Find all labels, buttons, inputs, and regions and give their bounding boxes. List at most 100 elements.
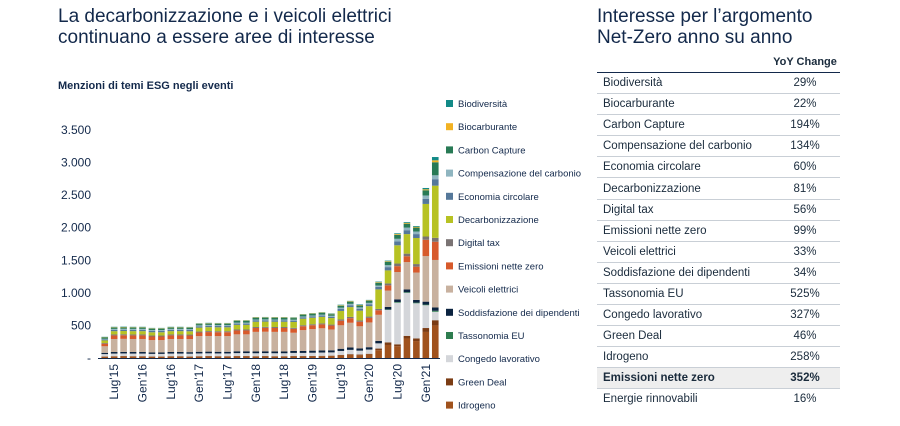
bar-segment [186, 331, 194, 335]
bar-segment [110, 338, 118, 353]
bar-segment [271, 331, 279, 352]
bar-segment [271, 319, 279, 321]
bar-segment [101, 338, 109, 340]
bar-segment [356, 321, 364, 327]
row-label: Compensazione del carbonio [597, 135, 770, 158]
bar-segment [158, 330, 165, 333]
legend-label: Biodiversità [458, 99, 508, 110]
bar-segment [280, 356, 288, 358]
bar-segment [224, 353, 231, 357]
bar-segment [337, 319, 345, 321]
bar-segment [431, 185, 439, 238]
bar-segment [176, 327, 184, 329]
bar-segment [413, 226, 420, 228]
bar-segment [205, 324, 212, 326]
bar-segment [214, 356, 222, 358]
bar-segment [365, 300, 373, 301]
bar-segment [205, 353, 212, 357]
legend-label: Veicoli elettrici [458, 285, 518, 296]
bar-segment [318, 316, 326, 324]
bar-segment [205, 327, 212, 332]
legend-label: Emissioni nette zero [458, 261, 544, 272]
bar-segment [148, 340, 156, 353]
bar-segment [346, 305, 354, 308]
bar-segment [299, 350, 307, 353]
bar-segment [365, 302, 373, 305]
y-tick-label: 2.500 [61, 188, 91, 202]
bar-segment [422, 203, 430, 237]
bar-segment [394, 344, 401, 347]
bar-segment [158, 352, 165, 354]
row-label: Energie rinnovabili [603, 393, 698, 406]
bar-segment [365, 299, 373, 301]
bar-segment [243, 323, 250, 325]
bar-segment [309, 315, 316, 317]
bar-segment [290, 327, 297, 329]
bar-segment [243, 330, 250, 335]
bar-segment [356, 304, 364, 305]
bar-segment [403, 262, 411, 290]
yoy-change-header: YoY Change [770, 55, 840, 73]
bar-segment [384, 261, 392, 266]
bar-segment [224, 351, 231, 354]
bar-segment [318, 352, 326, 356]
x-tick-label: Lug'18 [277, 364, 291, 400]
bar-segment [413, 266, 420, 273]
bar-segment [120, 353, 127, 357]
row-label: Decarbonizzazione [597, 177, 770, 200]
bar-segment [290, 328, 297, 333]
bar-segment [176, 352, 184, 354]
bar-segment [309, 313, 316, 316]
left-title: La decarbonizzazione e i veicoli elettri… [58, 6, 392, 48]
chart-legend: Biodiversità Biocarburante Carbon Capture C… [446, 99, 581, 412]
bar-segment [337, 320, 345, 326]
bar-segment [356, 304, 364, 306]
bar-segment [328, 315, 335, 317]
bar-segment [280, 353, 288, 357]
bar-segment [186, 327, 194, 330]
bar-segment [290, 356, 297, 358]
bar-segment [271, 327, 279, 332]
bar-segment [271, 317, 279, 320]
bar-segment [271, 351, 279, 354]
bar-segment [120, 356, 127, 358]
bar-segment [252, 326, 260, 328]
legend-label: Decarbonizzazione [458, 215, 539, 226]
bar-segment [422, 187, 430, 190]
bar-segment [365, 306, 373, 317]
bar-segment [356, 320, 364, 322]
bar-segment [346, 307, 354, 317]
bar-segment [365, 322, 373, 348]
bar-segment [318, 324, 326, 329]
bar-segment [328, 316, 335, 319]
bar-segment [186, 356, 194, 358]
table-row: Soddisfazione dei dipendenti 34% [597, 262, 840, 284]
row-label: Economia circolare [597, 156, 770, 179]
bar-segment [413, 234, 420, 239]
bar-segment [224, 336, 231, 352]
bar-segment [158, 332, 165, 336]
bar-segment [290, 320, 297, 322]
bar-segment [120, 327, 127, 329]
bar-segment [110, 331, 118, 335]
bar-segment [224, 331, 231, 333]
bar-segment [252, 356, 260, 358]
bar-segment [101, 339, 109, 341]
table-row: Economia circolare 60% [597, 156, 840, 179]
bar-segment [431, 259, 439, 308]
bar-segment [176, 334, 184, 336]
bar-segment [110, 334, 118, 336]
bar-segment [422, 190, 430, 196]
bar-segment [233, 322, 241, 324]
bar-segment [346, 347, 354, 350]
bar-segment [299, 316, 307, 318]
bar-segment [195, 351, 203, 354]
bar-segment [129, 328, 137, 330]
bar-segment [261, 320, 269, 322]
table-row: Compensazione del carbonio 134% [597, 135, 840, 158]
bar-segment [167, 331, 175, 335]
bar-segment [120, 328, 127, 330]
bar-segment [280, 319, 288, 321]
bar-segment [299, 318, 307, 326]
row-value: 352% [770, 367, 840, 390]
